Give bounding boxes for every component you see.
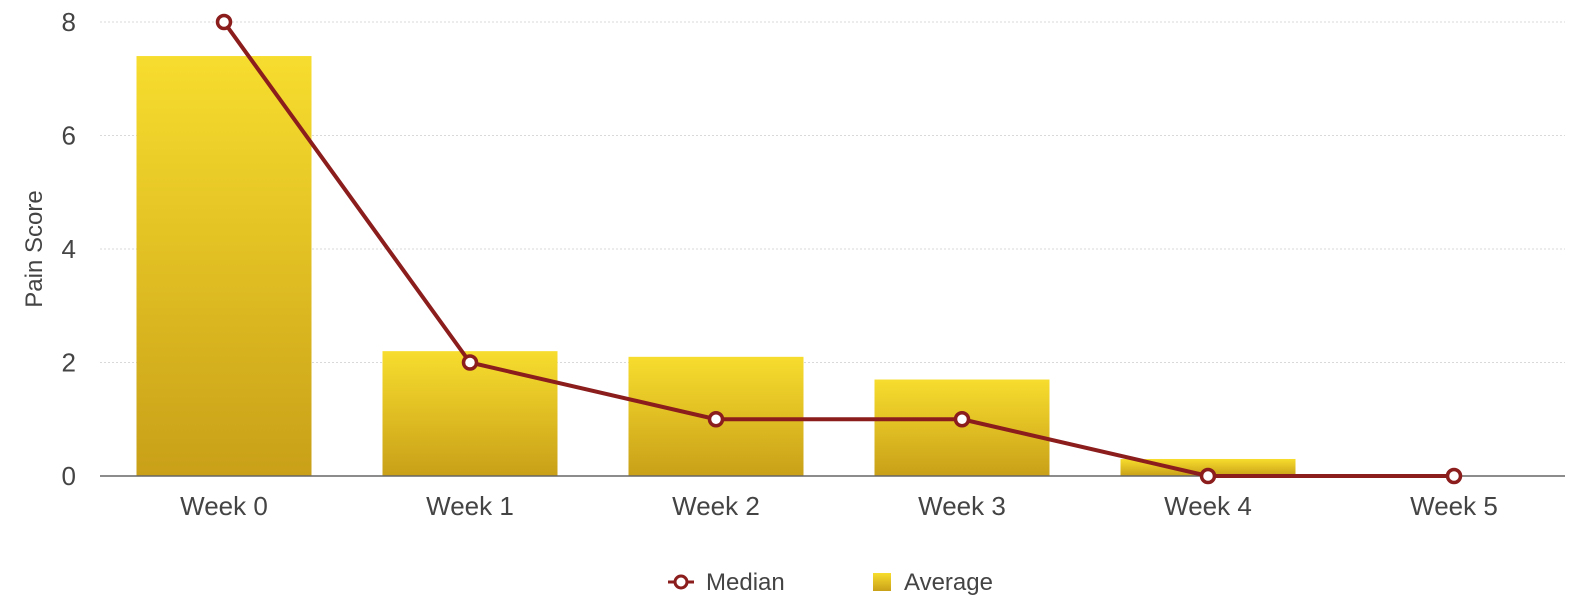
legend: Median Average: [668, 569, 993, 596]
median-point-week-5: [1445, 467, 1463, 485]
gridlines: [100, 21, 1565, 363]
y-tick-label: 6: [62, 121, 76, 151]
median-point-week-3: [953, 411, 971, 428]
x-tick-label: Week 5: [1410, 491, 1498, 521]
bar-average-week-4: [1120, 458, 1296, 476]
y-axis-ticks: 0 2 4 6 8: [62, 7, 76, 491]
y-tick-label: 4: [62, 234, 76, 264]
x-tick-label: Week 2: [672, 491, 760, 521]
y-tick-label: 0: [62, 461, 76, 491]
legend-median-marker: [673, 574, 689, 590]
bar-average-week-0: [136, 56, 312, 477]
x-tick-label: Week 4: [1164, 491, 1252, 521]
y-tick-label: 2: [62, 348, 76, 378]
median-point-week-4: [1199, 467, 1217, 485]
average-bars: [136, 56, 1296, 477]
y-axis-title: Pain Score: [21, 190, 48, 307]
x-tick-label: Week 1: [426, 491, 514, 521]
median-point-week-2: [707, 411, 725, 428]
median-line: [222, 20, 1454, 478]
x-tick-label: Week 0: [180, 491, 268, 521]
legend-average-label: Average: [904, 569, 993, 596]
bar-average-week-1: [382, 351, 558, 476]
median-point-week-1: [461, 354, 479, 371]
legend-item-median: Median: [668, 569, 785, 596]
x-tick-label: Week 3: [918, 491, 1006, 521]
bar-average-week-3: [874, 379, 1050, 476]
median-point-week-0: [215, 13, 233, 31]
y-tick-label: 8: [62, 7, 76, 37]
median-line-series: [215, 13, 1463, 485]
legend-median-label: Median: [706, 569, 785, 596]
x-axis-ticks: Week 0 Week 1 Week 2 Week 3 Week 4 Week 5: [180, 491, 1498, 521]
legend-average-swatch: [873, 573, 891, 591]
legend-item-average: Average: [873, 569, 993, 596]
